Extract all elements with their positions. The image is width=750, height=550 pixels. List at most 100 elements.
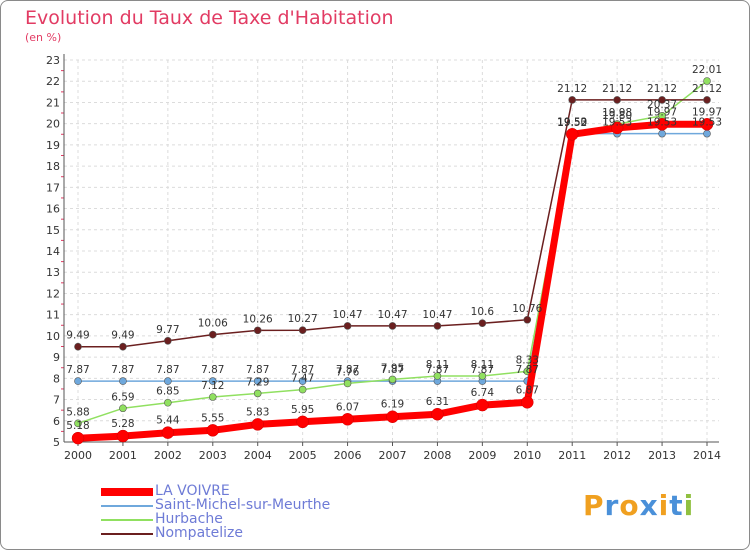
data-label-saint-michel-sur-meurthe: 7.87	[111, 364, 134, 376]
data-label-saint-michel-sur-meurthe: 19.53	[647, 117, 677, 129]
data-label-nompatelize: 10.76	[512, 303, 542, 315]
data-label-nompatelize: 10.27	[288, 313, 318, 325]
point-saint-michel-sur-meurthe	[658, 129, 666, 138]
point-la-voivre	[431, 407, 444, 421]
data-label-la-voivre: 6.31	[426, 396, 449, 408]
data-label-hurbache: 6.85	[156, 386, 179, 398]
point-nompatelize	[523, 315, 532, 324]
data-label-hurbache: 22.01	[692, 64, 722, 76]
x-tick-label: 2007	[379, 449, 407, 462]
point-nompatelize	[388, 322, 397, 330]
point-hurbache	[433, 372, 442, 380]
point-nompatelize	[703, 96, 711, 104]
data-label-nompatelize: 21.12	[602, 83, 632, 95]
point-la-voivre	[296, 415, 309, 429]
legend-label: Hurbache	[155, 511, 223, 527]
point-hurbache	[388, 375, 397, 384]
data-label-la-voivre: 19.97	[647, 106, 677, 118]
point-hurbache	[164, 398, 172, 407]
point-hurbache	[343, 379, 352, 388]
point-saint-michel-sur-meurthe	[74, 377, 82, 385]
y-tick-label: 18	[46, 160, 60, 173]
data-label-saint-michel-sur-meurthe: 7.87	[291, 364, 314, 376]
x-tick-label: 2005	[289, 449, 317, 462]
legend-label: Nompatelize	[155, 525, 243, 541]
legend-swatch	[101, 533, 153, 535]
data-label-hurbache: 8.33	[516, 354, 539, 366]
y-tick-label: 7	[53, 394, 60, 407]
x-tick-label: 2010	[513, 449, 541, 462]
data-label-nompatelize: 10.26	[243, 313, 273, 325]
data-label-hurbache: 7.47	[291, 373, 314, 385]
data-label-la-voivre: 6.19	[381, 399, 404, 411]
legend-label: Saint-Michel-sur-Meurthe	[155, 497, 331, 513]
data-label-la-voivre: 19.50	[557, 116, 587, 128]
y-tick-label: 14	[46, 245, 60, 258]
point-hurbache	[298, 385, 307, 394]
point-la-voivre	[206, 424, 220, 437]
data-label-saint-michel-sur-meurthe: 19.53	[692, 117, 722, 129]
legend-swatch	[101, 488, 153, 496]
point-nompatelize	[208, 330, 217, 339]
point-hurbache	[119, 404, 127, 413]
point-hurbache	[478, 372, 487, 380]
data-label-la-voivre: 5.55	[201, 412, 224, 424]
data-label-hurbache: 20.37	[647, 99, 677, 111]
data-label-nompatelize: 9.77	[156, 324, 179, 336]
data-label-la-voivre: 5.18	[66, 420, 89, 432]
point-la-voivre	[610, 121, 624, 135]
x-tick-label: 2013	[648, 449, 676, 462]
x-tick-label: 2014	[693, 449, 721, 462]
data-label-nompatelize: 10.47	[333, 309, 363, 321]
data-label-nompatelize: 10.06	[198, 318, 228, 330]
data-label-la-voivre: 6.07	[336, 401, 359, 413]
point-la-voivre	[161, 426, 175, 439]
point-saint-michel-sur-meurthe	[119, 377, 127, 385]
x-tick-label: 2011	[558, 449, 586, 462]
data-label-la-voivre: 5.83	[246, 406, 269, 418]
x-tick-label: 2012	[603, 449, 631, 462]
data-label-la-voivre: 5.28	[111, 418, 134, 430]
point-nompatelize	[478, 319, 487, 327]
y-tick-label: 11	[46, 309, 60, 322]
data-label-la-voivre: 19.97	[692, 106, 722, 118]
data-label-saint-michel-sur-meurthe: 19.53	[557, 117, 587, 129]
y-tick-label: 9	[53, 351, 60, 364]
point-nompatelize	[253, 326, 262, 335]
chart-title: Evolution du Taux de Taxe d'Habitation	[25, 7, 394, 29]
data-label-la-voivre: 6.74	[471, 387, 495, 399]
y-tick-label: 19	[46, 139, 60, 152]
point-nompatelize	[658, 96, 666, 104]
point-saint-michel-sur-meurthe	[208, 377, 217, 385]
data-label-hurbache: 7.76	[336, 366, 360, 378]
point-la-voivre	[565, 128, 579, 141]
data-label-nompatelize: 21.12	[692, 83, 722, 95]
data-label-la-voivre: 19.80	[602, 110, 632, 122]
y-tick-label: 12	[46, 287, 60, 300]
y-tick-label: 17	[46, 181, 60, 194]
x-tick-label: 2001	[109, 449, 137, 462]
data-label-hurbache: 7.12	[201, 380, 224, 392]
data-label-hurbache: 5.88	[66, 406, 89, 418]
point-hurbache	[74, 419, 82, 428]
point-la-voivre	[700, 118, 714, 131]
data-label-saint-michel-sur-meurthe: 7.87	[336, 364, 359, 376]
legend-swatch	[101, 505, 153, 507]
data-label-saint-michel-sur-meurthe: 7.87	[66, 364, 89, 376]
data-label-hurbache: 7.95	[381, 362, 404, 374]
data-label-saint-michel-sur-meurthe: 7.87	[246, 364, 269, 376]
data-label-saint-michel-sur-meurthe: 7.87	[516, 364, 539, 376]
x-tick-label: 2009	[468, 449, 496, 462]
data-label-saint-michel-sur-meurthe: 7.87	[471, 364, 494, 376]
y-tick-label: 22	[46, 75, 60, 88]
data-label-saint-michel-sur-meurthe: 19.53	[602, 117, 632, 129]
y-tick-label: 5	[53, 436, 60, 449]
data-label-la-voivre: 6.87	[516, 384, 539, 396]
y-tick-label: 20	[46, 118, 60, 131]
data-label-nompatelize: 10.47	[422, 309, 452, 321]
point-nompatelize	[433, 322, 442, 330]
x-tick-label: 2008	[423, 449, 451, 462]
data-label-nompatelize: 21.12	[647, 83, 677, 95]
data-label-nompatelize: 10.47	[377, 309, 407, 321]
